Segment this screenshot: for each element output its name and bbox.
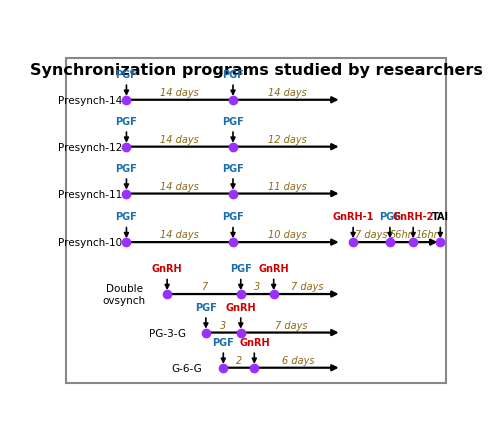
Text: PG-3-G: PG-3-G xyxy=(150,328,186,338)
Text: 56hr: 56hr xyxy=(390,230,413,240)
Text: PGF: PGF xyxy=(116,117,138,127)
Text: 7: 7 xyxy=(201,282,207,292)
Text: PGF: PGF xyxy=(116,164,138,174)
Text: GnRH: GnRH xyxy=(239,337,270,347)
Text: TAI: TAI xyxy=(432,212,449,222)
Text: 3: 3 xyxy=(254,282,260,292)
Text: GnRH: GnRH xyxy=(226,302,256,312)
Text: 6 days: 6 days xyxy=(282,355,314,365)
Text: 3: 3 xyxy=(220,320,226,330)
Text: Presynch-10: Presynch-10 xyxy=(58,237,122,247)
Text: PGF: PGF xyxy=(116,212,138,222)
Text: 7 days: 7 days xyxy=(292,282,324,292)
Text: PGF: PGF xyxy=(212,337,234,347)
Text: 7 days: 7 days xyxy=(275,320,308,330)
Text: Presynch-11: Presynch-11 xyxy=(58,189,122,199)
Text: G-6-G: G-6-G xyxy=(171,363,202,373)
Text: 11 days: 11 days xyxy=(268,181,306,191)
Text: 14 days: 14 days xyxy=(160,230,199,240)
Text: PGF: PGF xyxy=(230,264,252,274)
Text: GnRH: GnRH xyxy=(258,264,289,274)
Text: 14 days: 14 days xyxy=(160,181,199,191)
Text: 10 days: 10 days xyxy=(268,230,306,240)
Text: PGF: PGF xyxy=(222,212,244,222)
Text: GnRH-2: GnRH-2 xyxy=(392,212,434,222)
Text: 14 days: 14 days xyxy=(268,88,306,98)
Text: PGF: PGF xyxy=(222,164,244,174)
Text: PGF: PGF xyxy=(379,212,401,222)
Text: 14 days: 14 days xyxy=(160,135,199,145)
Text: PGF: PGF xyxy=(222,117,244,127)
Text: 14 days: 14 days xyxy=(160,88,199,98)
Text: GnRH: GnRH xyxy=(152,264,182,274)
Text: 2: 2 xyxy=(236,355,242,365)
Text: PGF: PGF xyxy=(222,70,244,80)
Text: 12 days: 12 days xyxy=(268,135,306,145)
Text: Synchronization programs studied by researchers: Synchronization programs studied by rese… xyxy=(30,63,482,78)
Text: PGF: PGF xyxy=(116,70,138,80)
Text: 16hr: 16hr xyxy=(416,230,438,240)
Text: PGF: PGF xyxy=(195,302,217,312)
Text: Presynch-14: Presynch-14 xyxy=(58,95,122,105)
Text: 7 days: 7 days xyxy=(356,230,388,240)
Text: Presynch-12: Presynch-12 xyxy=(58,142,122,152)
Text: GnRH-1: GnRH-1 xyxy=(332,212,374,222)
Text: Double
ovsynch: Double ovsynch xyxy=(102,283,146,305)
